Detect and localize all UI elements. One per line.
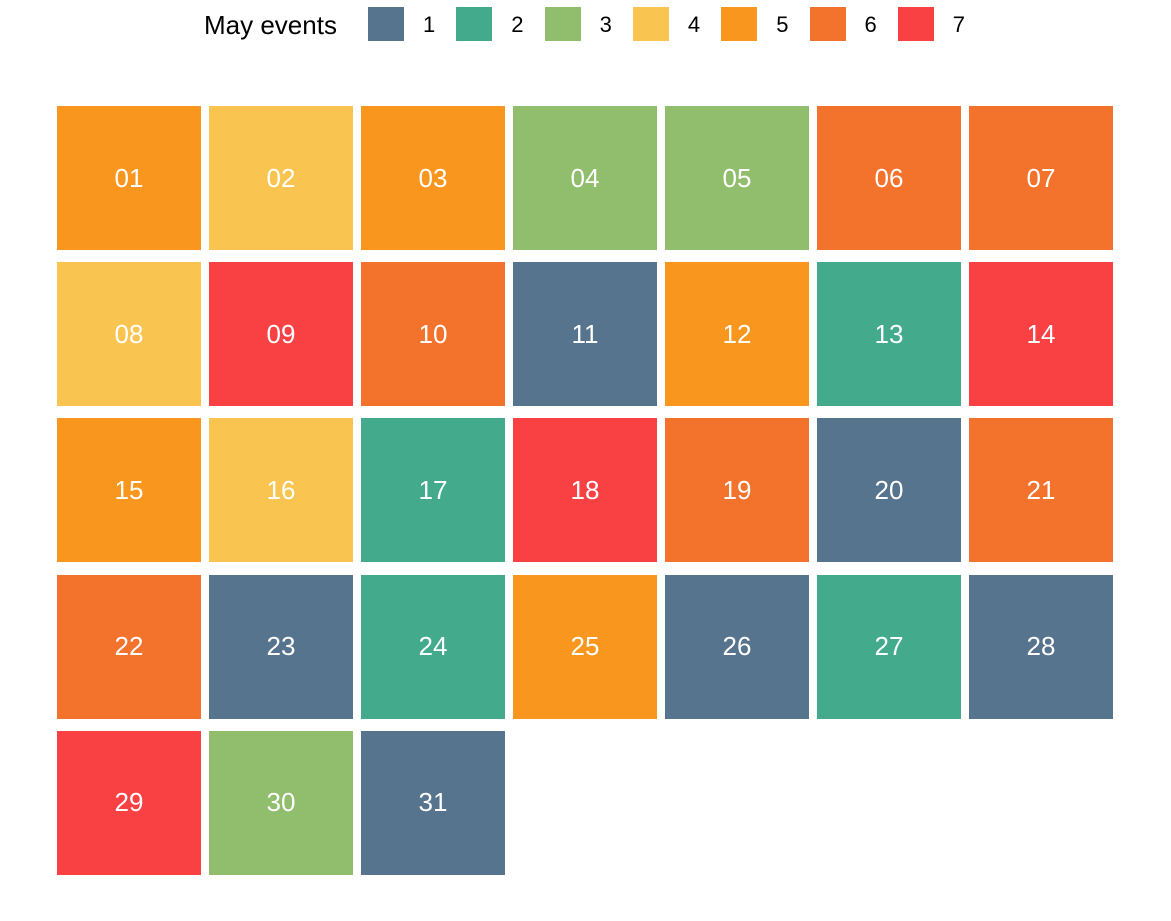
day-tile-08: 08: [57, 262, 201, 407]
legend-label-3: 3: [599, 12, 612, 37]
legend-key-6: [809, 7, 846, 41]
day-tile-07: 07: [969, 106, 1113, 250]
day-tile-28: 28: [969, 574, 1113, 719]
day-label: 21: [1026, 474, 1056, 505]
day-label: 23: [266, 631, 296, 662]
day-label: 01: [114, 162, 144, 193]
day-label: 25: [570, 631, 600, 662]
day-label: 16: [266, 474, 296, 505]
day-label: 04: [570, 162, 600, 193]
day-label: 22: [114, 631, 144, 662]
day-label: 08: [114, 318, 144, 349]
day-tile-14: 14: [969, 262, 1113, 407]
day-tile-16: 16: [209, 418, 353, 563]
day-label: 18: [570, 474, 600, 505]
day-label: 02: [266, 162, 296, 193]
day-tile-15: 15: [57, 418, 201, 563]
day-tile-21: 21: [969, 418, 1113, 563]
legend-key-4: [632, 7, 669, 41]
day-label: 24: [418, 631, 448, 662]
legend-key-1: [368, 7, 404, 41]
day-label: 13: [874, 318, 904, 349]
day-tile-25: 25: [513, 574, 657, 719]
day-tile-22: 22: [57, 574, 201, 719]
legend-key-7: [897, 7, 934, 41]
day-tile-27: 27: [817, 574, 961, 719]
day-label: 03: [418, 162, 448, 193]
day-tile-09: 09: [209, 262, 353, 407]
day-tile-29: 29: [57, 730, 201, 875]
day-label: 07: [1026, 162, 1056, 193]
legend-label-4: 4: [687, 12, 701, 37]
day-tile-18: 18: [513, 418, 657, 563]
day-tile-19: 19: [665, 418, 809, 563]
day-label: 12: [722, 318, 752, 349]
legend-key-2: [456, 7, 493, 41]
day-label: 19: [722, 474, 752, 505]
day-tile-30: 30: [209, 730, 353, 875]
day-tile-20: 20: [817, 418, 961, 563]
day-label: 06: [874, 162, 904, 193]
day-tile-17: 17: [361, 418, 505, 563]
day-label: 27: [874, 631, 904, 662]
day-label: 10: [418, 318, 448, 349]
legend-label-5: 5: [776, 12, 789, 37]
day-label: 05: [722, 162, 752, 193]
day-tile-02: 02: [209, 106, 353, 250]
day-tile-05: 05: [665, 106, 809, 250]
legend-label-7: 7: [952, 12, 966, 37]
day-tile-01: 01: [57, 106, 201, 250]
day-tile-24: 24: [361, 574, 505, 719]
legend-label-1: 1: [423, 12, 436, 37]
day-tile-04: 04: [513, 106, 657, 250]
day-label: 28: [1026, 631, 1056, 662]
day-label: 26: [722, 631, 752, 662]
day-label: 09: [266, 318, 296, 349]
legend-key-5: [721, 7, 758, 41]
day-label: 17: [418, 474, 448, 505]
day-label: 11: [571, 318, 599, 349]
day-label: 14: [1026, 318, 1056, 349]
legend: May events 1 2 3 4 5 6 7: [0, 0, 1171, 52]
day-label: 29: [114, 787, 144, 818]
legend-label-2: 2: [511, 12, 524, 37]
day-label: 15: [114, 474, 144, 505]
day-tile-31: 31: [361, 730, 505, 875]
day-tile-12: 12: [665, 262, 809, 407]
day-label: 30: [266, 787, 296, 818]
day-tile-10: 10: [361, 262, 505, 407]
day-tile-06: 06: [817, 106, 961, 250]
day-label: 31: [418, 787, 448, 818]
day-tile-11: 11: [513, 262, 657, 407]
day-tile-13: 13: [817, 262, 961, 407]
day-tile-23: 23: [209, 574, 353, 719]
day-tile-03: 03: [361, 106, 505, 250]
legend-title: May events: [204, 10, 337, 40]
legend-key-3: [544, 7, 581, 41]
day-label: 20: [874, 474, 904, 505]
legend-label-6: 6: [864, 12, 877, 37]
day-tile-26: 26: [665, 574, 809, 719]
